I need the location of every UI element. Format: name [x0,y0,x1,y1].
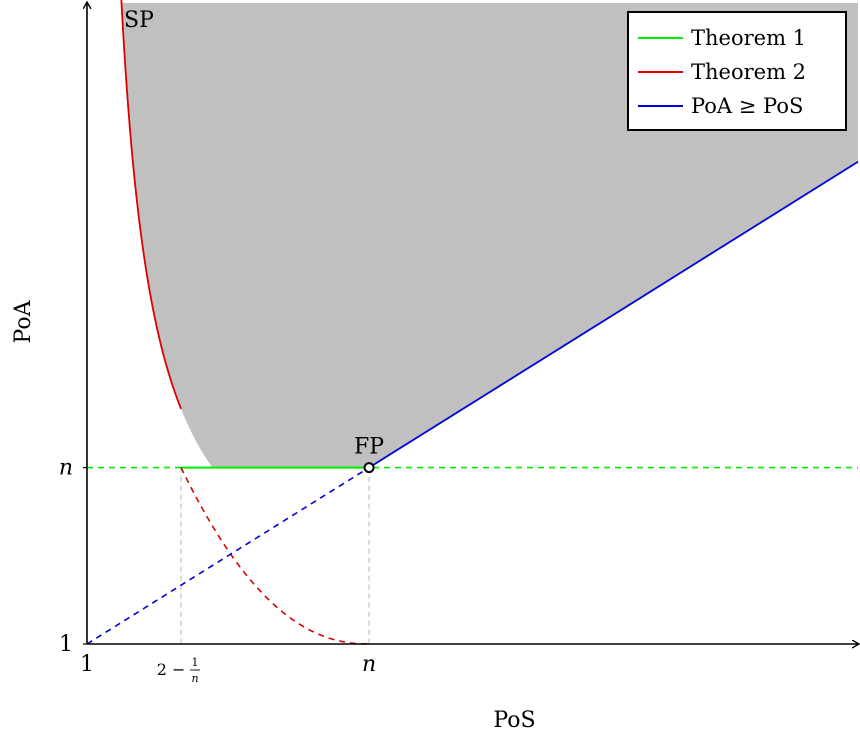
region-label-sp: SP [124,8,154,33]
theorem2-dashed-curve [180,467,370,645]
x-axis-label: PoS [493,708,535,733]
legend-label-2: PoA ≥ PoS [691,94,803,118]
fp-point [363,462,375,474]
x-tick-label-2-minus: 2 − [157,660,186,679]
point-label-fp: FP [354,435,384,460]
y-axis-label: PoA [11,299,36,343]
poa-geq-pos-solid-line [368,161,859,469]
x-tick-label-frac-den: n [191,672,198,685]
x-tick-label-n: n [362,652,376,677]
theorem2-solid-curve [120,0,182,410]
legend-label-1: Theorem 2 [691,60,806,84]
poa-geq-pos-dashed-line [86,466,370,645]
legend-label-0: Theorem 1 [691,26,806,50]
y-tick-label-n: n [59,456,73,481]
x-tick-label-1: 1 [80,652,94,677]
x-tick-label-frac-num: 1 [192,656,199,669]
y-tick-label-1: 1 [59,632,73,657]
